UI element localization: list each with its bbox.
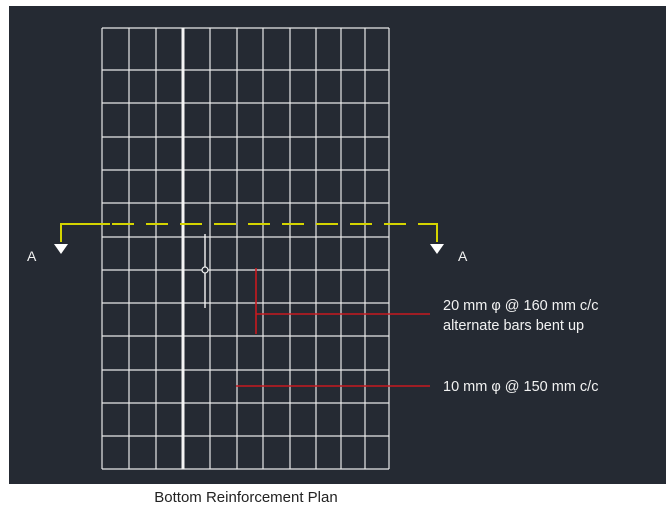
callout-bent-bars-line1: 20 mm φ @ 160 mm c/c — [443, 298, 598, 314]
section-line-left-end — [60, 223, 110, 242]
section-line-right-end — [418, 223, 438, 242]
drawing-canvas — [9, 6, 666, 484]
section-arrow-right-icon — [430, 244, 444, 254]
section-mark-right: A — [458, 248, 468, 264]
callout-bent-bars-line2: alternate bars bent up — [443, 318, 584, 334]
drawing-title: Bottom Reinforcement Plan — [154, 489, 337, 506]
section-cut-line — [54, 223, 444, 254]
section-mark-left: A — [27, 248, 37, 264]
callout-straight-bars: 10 mm φ @ 150 mm c/c — [443, 379, 598, 395]
section-arrow-left-icon — [54, 244, 68, 254]
detail-marker-circle — [201, 266, 209, 274]
leader-lines — [236, 268, 430, 387]
reinforcement-grid — [101, 27, 390, 470]
